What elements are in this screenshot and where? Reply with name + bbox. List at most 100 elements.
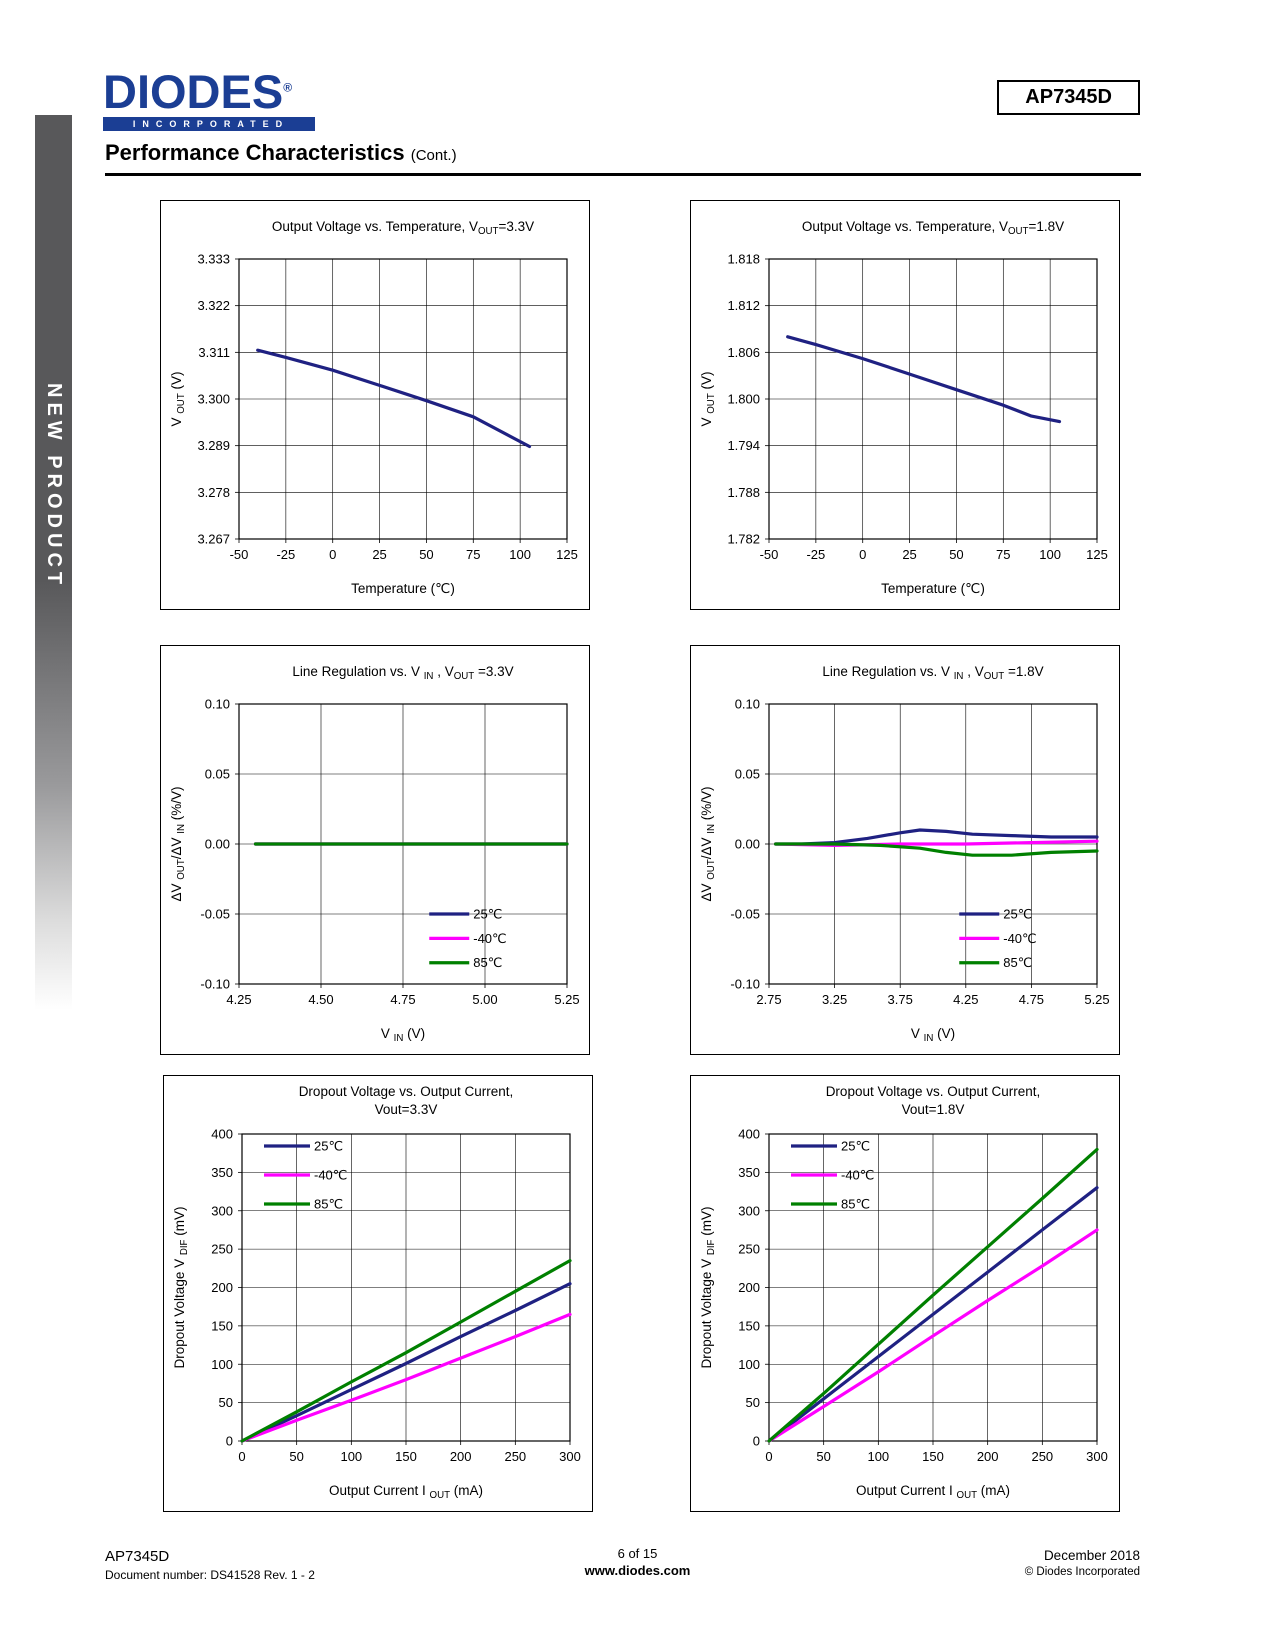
svg-text:150: 150	[395, 1449, 417, 1464]
svg-text:200: 200	[211, 1280, 233, 1295]
svg-text:25℃: 25℃	[1003, 907, 1032, 922]
svg-text:0.05: 0.05	[735, 767, 760, 782]
svg-text:50: 50	[289, 1449, 303, 1464]
svg-text:0: 0	[765, 1449, 772, 1464]
svg-text:5.00: 5.00	[472, 992, 497, 1007]
footer-website-link[interactable]: www.diodes.com	[584, 1563, 691, 1578]
chart-line-regulation-1v8: 2.75 3.25 3.75 4.25 4.75 5.25 -0.10 -0.05 0.00 0.…	[690, 645, 1120, 1055]
svg-text:Vout=3.3V: Vout=3.3V	[375, 1102, 438, 1117]
footer-date: December 2018	[1043, 1548, 1140, 1563]
svg-text:125: 125	[556, 547, 578, 562]
svg-text:50: 50	[816, 1449, 830, 1464]
svg-text:-40℃: -40℃	[1003, 931, 1036, 946]
svg-text:5.25: 5.25	[1084, 992, 1109, 1007]
svg-text:200: 200	[738, 1280, 760, 1295]
svg-text:0.00: 0.00	[205, 837, 230, 852]
svg-text:V IN (V): V IN (V)	[381, 1026, 425, 1044]
svg-text:Line Regulation vs. V IN , VOU: Line Regulation vs. V IN , VOUT =3.3V	[292, 664, 513, 682]
svg-text:5.25: 5.25	[554, 992, 579, 1007]
svg-text:1.818: 1.818	[727, 252, 760, 267]
svg-text:100: 100	[867, 1449, 889, 1464]
svg-text:V OUT (V): V OUT (V)	[169, 371, 187, 426]
svg-text:V IN (V): V IN (V)	[911, 1026, 955, 1044]
chart-dropout-voltage-3v3: 0 50 100 150 200 250 300 0 50 100 150 200 250 300 350 4…	[163, 1075, 593, 1512]
footer-copyright: © Diodes Incorporated	[1024, 1566, 1140, 1578]
svg-text:1.800: 1.800	[727, 392, 760, 407]
svg-text:1.782: 1.782	[727, 532, 760, 547]
svg-text:150: 150	[738, 1318, 760, 1333]
section-divider	[105, 173, 1141, 176]
chart-output-voltage-vs-temperature-3v3: -50 -25 0 25 50 75 100 125 3.267 3.278 3.289 3.300 3…	[160, 200, 590, 610]
svg-text:-40℃: -40℃	[314, 1168, 347, 1183]
chart-dropout-voltage-1v8: 0 50 100 150 200 250 300 0 50 100 150 200 250 300 350 4…	[690, 1075, 1120, 1512]
svg-text:3.300: 3.300	[197, 392, 230, 407]
part-number-box: AP7345D	[997, 80, 1140, 115]
svg-text:25: 25	[372, 547, 386, 562]
svg-text:125: 125	[1086, 547, 1108, 562]
svg-text:-0.10: -0.10	[200, 977, 230, 992]
svg-text:100: 100	[738, 1357, 760, 1372]
svg-text:2.75: 2.75	[756, 992, 781, 1007]
svg-text:V OUT (V): V OUT (V)	[699, 371, 717, 426]
svg-text:-25: -25	[806, 547, 825, 562]
svg-text:ΔV OUT/ΔV IN (%/V): ΔV OUT/ΔV IN (%/V)	[169, 786, 187, 901]
svg-text:85℃: 85℃	[314, 1197, 343, 1212]
svg-text:50: 50	[949, 547, 963, 562]
svg-text:400: 400	[738, 1127, 760, 1142]
svg-text:4.75: 4.75	[1019, 992, 1044, 1007]
svg-text:0.05: 0.05	[205, 767, 230, 782]
svg-text:250: 250	[738, 1242, 760, 1257]
svg-text:350: 350	[738, 1165, 760, 1180]
chart-canvas-4: 0 50 100 150 200 250 300 0 50 100 150 200 250 300 350 4…	[172, 1084, 581, 1501]
svg-text:0: 0	[238, 1449, 245, 1464]
footer-part-number: AP7345D	[105, 1548, 170, 1565]
svg-text:Dropout Voltage V DIF (mV): Dropout Voltage V DIF (mV)	[172, 1207, 190, 1369]
svg-text:Output Voltage vs. Temperature: Output Voltage vs. Temperature, VOUT=1.8…	[802, 219, 1064, 237]
svg-text:Dropout Voltage V DIF (mV): Dropout Voltage V DIF (mV)	[699, 1207, 717, 1369]
chart-canvas-2: 4.25 4.50 4.75 5.00 5.25 -0.10 -0.05 0.00 0.05 0.…	[169, 664, 580, 1044]
chart-canvas-1: -50 -25 0 25 50 75 100 125 1.782 1.788 1.794 1.800 1…	[699, 219, 1108, 596]
chart-output-voltage-vs-temperature-1v8: -50 -25 0 25 50 75 100 125 1.782 1.788 1.794 1.800 1…	[690, 200, 1120, 610]
svg-text:0.00: 0.00	[735, 837, 760, 852]
svg-text:250: 250	[504, 1449, 526, 1464]
svg-text:100: 100	[509, 547, 531, 562]
svg-text:3.75: 3.75	[888, 992, 913, 1007]
svg-text:-50: -50	[230, 547, 249, 562]
svg-text:25℃: 25℃	[473, 907, 502, 922]
svg-text:0: 0	[329, 547, 336, 562]
svg-text:1.788: 1.788	[727, 485, 760, 500]
section-title-suffix: (Cont.)	[410, 147, 457, 164]
svg-text:3.322: 3.322	[197, 298, 230, 313]
chart-canvas-0: -50 -25 0 25 50 75 100 125 3.267 3.278 3.289 3.300 3…	[169, 219, 578, 596]
svg-text:25: 25	[902, 547, 916, 562]
svg-text:4.75: 4.75	[390, 992, 415, 1007]
svg-text:200: 200	[977, 1449, 999, 1464]
svg-text:150: 150	[211, 1318, 233, 1333]
svg-text:3.289: 3.289	[197, 438, 230, 453]
svg-text:-50: -50	[760, 547, 779, 562]
svg-text:300: 300	[211, 1203, 233, 1218]
svg-text:300: 300	[559, 1449, 581, 1464]
svg-text:85℃: 85℃	[1003, 955, 1032, 970]
svg-text:25℃: 25℃	[841, 1139, 870, 1154]
svg-text:300: 300	[1086, 1449, 1108, 1464]
footer-page-number: 6 of 15	[617, 1546, 658, 1561]
svg-text:Line Regulation vs. V IN , VOU: Line Regulation vs. V IN , VOUT =1.8V	[822, 664, 1043, 682]
svg-text:Vout=1.8V: Vout=1.8V	[902, 1102, 965, 1117]
svg-text:75: 75	[996, 547, 1010, 562]
svg-text:0: 0	[753, 1434, 760, 1449]
svg-text:4.50: 4.50	[308, 992, 333, 1007]
registered-mark: ®	[283, 80, 293, 95]
svg-text:75: 75	[466, 547, 480, 562]
svg-text:Dropout Voltage vs. Output Cur: Dropout Voltage vs. Output Current,	[826, 1084, 1041, 1099]
chart-canvas-5: 0 50 100 150 200 250 300 0 50 100 150 200 250 300 350 4…	[699, 1084, 1108, 1501]
svg-text:Output Voltage vs. Temperature: Output Voltage vs. Temperature, VOUT=3.3…	[272, 219, 534, 237]
svg-text:1.812: 1.812	[727, 298, 760, 313]
svg-text:Output Current I OUT (mA): Output Current I OUT (mA)	[856, 1483, 1010, 1501]
svg-text:0.10: 0.10	[205, 697, 230, 712]
svg-text:Output Current I OUT (mA): Output Current I OUT (mA)	[329, 1483, 483, 1501]
svg-text:50: 50	[219, 1395, 233, 1410]
svg-text:3.267: 3.267	[197, 532, 230, 547]
svg-text:50: 50	[419, 547, 433, 562]
